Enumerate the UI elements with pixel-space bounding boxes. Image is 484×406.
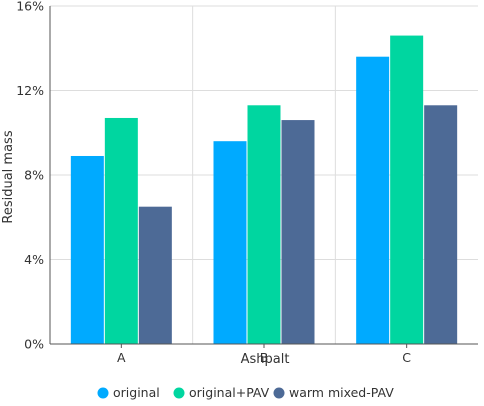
bar-C-original-pav xyxy=(390,35,424,344)
bar-C-warm-mixed-pav xyxy=(424,105,458,344)
axes xyxy=(49,6,478,348)
legend-marker xyxy=(273,387,285,399)
y-axis-title: Residual mass xyxy=(1,130,16,223)
y-tick-label: 4% xyxy=(24,252,44,267)
bar-A-original-pav xyxy=(104,117,138,345)
legend-marker xyxy=(97,387,109,399)
legend-label: original xyxy=(113,385,160,400)
bar-A-original xyxy=(70,155,104,344)
bar-B-warm-mixed-pav xyxy=(281,120,315,344)
x-tick-label: B xyxy=(260,350,269,365)
y-tick-label: 12% xyxy=(16,83,44,98)
bar-B-original xyxy=(213,141,247,344)
legend: original original+PAV warm mixed-PAV xyxy=(97,385,394,400)
y-tick-labels: 0% 4% 8% 12% 16% xyxy=(16,0,44,352)
bars xyxy=(70,35,458,345)
legend-marker xyxy=(173,387,185,399)
legend-label: warm mixed-PAV xyxy=(289,385,394,400)
legend-item: original xyxy=(97,385,160,400)
legend-label: original+PAV xyxy=(189,385,270,400)
y-tick-label: 8% xyxy=(24,168,44,183)
bar-B-original-pav xyxy=(247,105,281,344)
y-tick-label: 16% xyxy=(16,0,44,14)
bar-C-original xyxy=(356,56,390,344)
x-axis-title: Ashpalt xyxy=(241,352,290,367)
x-tick-label: A xyxy=(117,350,126,365)
y-tick-label: 0% xyxy=(24,337,44,352)
x-tick-label: C xyxy=(402,350,411,365)
legend-item: warm mixed-PAV xyxy=(273,385,394,400)
legend-item: original+PAV xyxy=(173,385,270,400)
bar-A-warm-mixed-pav xyxy=(138,206,172,344)
x-tick-labels: A B C xyxy=(117,350,411,365)
